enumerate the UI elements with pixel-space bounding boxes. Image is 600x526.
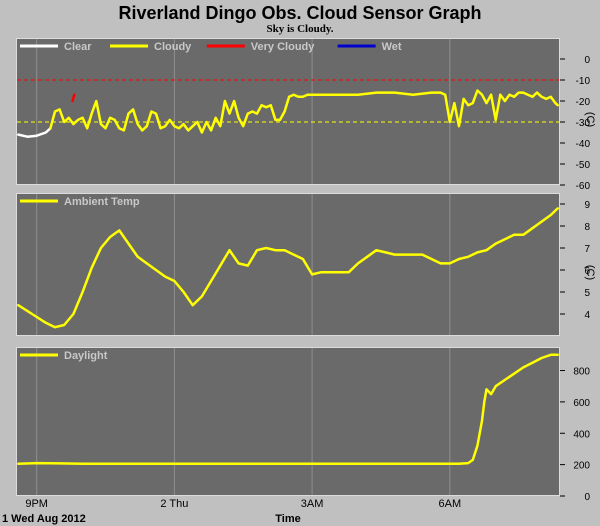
date-label: 1 Wed Aug 2012 (2, 513, 86, 525)
series-line-ambient-temp (17, 207, 559, 329)
y-tick-label: -40 (576, 139, 591, 150)
y-tick-label: 800 (573, 367, 590, 378)
y-axis-label: (C) (584, 265, 596, 280)
y-tick-label: 0 (584, 55, 590, 66)
plot-area (16, 38, 560, 185)
y-tick-label: 4 (584, 310, 590, 321)
series-line-cloudy (49, 89, 559, 134)
y-tick-label: 9 (584, 200, 590, 211)
panel-2: 4 5 6 7 8 9 (C) Ambient Temp (16, 193, 596, 336)
legend-label: Daylight (64, 350, 108, 362)
y-axis-label: (C) (584, 112, 596, 127)
y-tick-label: -30 (576, 118, 591, 129)
plot-frame (16, 347, 560, 496)
legend-label: Cloudy (154, 41, 192, 53)
series-line-clear (17, 127, 52, 138)
panel-3: 0 200 400 600 800 Daylight (16, 347, 590, 503)
plot-frame (16, 193, 560, 336)
x-tick-label: 6AM (439, 498, 462, 510)
y-tick-label: 0 (584, 492, 590, 503)
chart-panels: 0 -10 -20 -30 -40 -50 -60 (C) Clear Cloudy Very Cl… (16, 38, 596, 503)
y-tick-label: -20 (576, 97, 591, 108)
x-tick-label: 2 Thu (160, 498, 188, 510)
legend-label: Very Cloudy (251, 41, 315, 53)
y-tick-label: 6 (584, 266, 590, 277)
x-tick-label: 3AM (301, 498, 324, 510)
sky-status-subtitle: Sky is Cloudy. (267, 23, 334, 35)
y-tick-label: 200 (573, 461, 590, 472)
legend-label: Clear (64, 41, 92, 53)
y-tick-label: 5 (584, 288, 590, 299)
y-tick-label: 7 (584, 244, 590, 255)
legend-label: Ambient Temp (64, 196, 140, 208)
y-tick-label: 8 (584, 222, 590, 233)
y-tick-label: -60 (576, 181, 591, 192)
x-tick-label: 9PM (25, 498, 48, 510)
y-tick-label: 600 (573, 398, 590, 409)
y-tick-label: -50 (576, 160, 591, 171)
y-tick-label: -10 (576, 76, 591, 87)
legend-label: Wet (382, 41, 402, 53)
plot-area (16, 347, 560, 496)
series-line-daylight (17, 353, 559, 466)
y-tick-label: 400 (573, 429, 590, 440)
plot-frame (16, 38, 560, 185)
series-line-very-cloudy (71, 93, 76, 103)
panel-1: 0 -10 -20 -30 -40 -50 -60 (C) Clear Cloudy Very Cl… (16, 38, 596, 192)
x-axis: 9PM 2 Thu 3AM 6AM (25, 498, 461, 510)
chart-title: Riverland Dingo Obs. Cloud Sensor Graph (118, 3, 481, 23)
x-axis-title: Time (275, 513, 300, 525)
plot-area (16, 193, 560, 336)
